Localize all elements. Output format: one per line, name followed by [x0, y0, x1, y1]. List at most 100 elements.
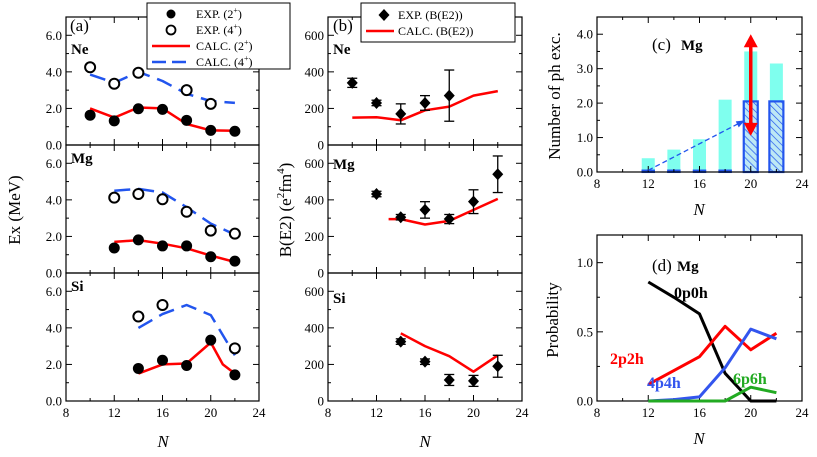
y-tick-label: 1.0 — [577, 255, 593, 270]
exp-4plus-point — [132, 66, 145, 79]
calc-2plus-line — [137, 341, 236, 375]
text-span: fm — [276, 174, 295, 193]
x-tick-label: 20 — [467, 405, 480, 420]
exp-4plus-point — [204, 97, 217, 110]
text-span: + — [244, 38, 249, 47]
y-tick-label: 0 — [318, 138, 325, 153]
x-tick-label: 8 — [594, 405, 601, 420]
prob-line-6p6h — [648, 385, 777, 403]
legend-marker — [165, 24, 177, 36]
exp-be2-point — [468, 195, 479, 208]
x-axis-label: N — [692, 429, 706, 448]
dashed-arrow-head — [735, 120, 745, 128]
x-tick-label: 24 — [516, 405, 530, 420]
text-span: 4 — [275, 168, 287, 174]
exp-2plus-point — [84, 109, 96, 121]
panel-label: (a) — [70, 16, 89, 35]
y-tick-label: 0.0 — [577, 394, 593, 409]
x-tick-label: 24 — [253, 405, 267, 420]
exp-be2-point — [395, 107, 407, 120]
x-axis-label: N — [156, 432, 170, 451]
y-tick-label: 6.0 — [46, 284, 62, 299]
legend-label: EXP. (2+) — [196, 6, 242, 21]
x-tick-label: 16 — [693, 405, 707, 420]
panel-label: (c) — [652, 35, 671, 54]
exp-4plus-point — [180, 84, 193, 97]
plot-frame — [65, 144, 260, 274]
exp-2plus-point — [108, 242, 120, 254]
exp-2plus-point — [229, 125, 241, 137]
exp-4plus-point — [228, 227, 241, 240]
text-span: + — [233, 22, 238, 31]
exp-4plus-point — [132, 188, 145, 201]
calc-2plus-line — [114, 238, 236, 264]
text-span: + — [233, 6, 238, 15]
exp-4plus-point — [204, 224, 217, 237]
y-tick-label: 4.0 — [46, 64, 62, 79]
x-tick-label: 20 — [204, 405, 217, 420]
plot-frame — [596, 234, 803, 402]
x-tick-label: 12 — [642, 405, 655, 420]
text-span: + — [244, 54, 249, 63]
exp-2plus-point — [108, 115, 120, 127]
exp-4plus-point — [228, 342, 241, 355]
x-tick-label: 12 — [642, 176, 655, 191]
exp-2plus-point — [157, 354, 168, 366]
y-tick-label: 2.0 — [46, 229, 62, 244]
element-label: Ne — [71, 42, 89, 58]
exp-be2-point — [492, 168, 504, 181]
exp-be2-point — [395, 211, 407, 224]
y-tick-label: 400 — [305, 64, 325, 79]
exp-be2-point — [395, 335, 407, 348]
element-label: Mg — [71, 151, 93, 167]
y-tick-label: 0 — [318, 394, 325, 409]
x-tick-label: 20 — [744, 176, 757, 191]
exp-4plus-point — [156, 193, 169, 206]
y-tick-label: 200 — [305, 357, 325, 372]
x-tick-label: 8 — [325, 405, 332, 420]
text-span: ) — [249, 39, 253, 53]
exp-4plus-point — [156, 299, 169, 311]
x-tick-label: 12 — [370, 405, 383, 420]
legend-box — [360, 2, 516, 43]
x-tick-label: 8 — [594, 176, 601, 191]
exp-be2-point — [419, 203, 431, 216]
plot-frame — [327, 272, 523, 402]
bar-total — [667, 149, 681, 172]
exp-be2-point — [468, 374, 479, 387]
legend-marker — [166, 9, 176, 19]
exp-be2-point — [419, 355, 431, 368]
legend-label: CALC. (2+) — [196, 38, 253, 53]
x-axis-label: N — [418, 432, 432, 451]
text-span: ) — [238, 7, 242, 21]
y-axis-label: B(E2) (e2fm4) — [275, 163, 295, 258]
text-span: CALC. (4 — [196, 55, 244, 69]
legend-label: CALC. (4+) — [196, 54, 253, 69]
double-arrow-head-down — [743, 122, 758, 136]
exp-2plus-point — [181, 114, 193, 126]
series-label-0p0h: 0p0h — [674, 285, 708, 302]
y-tick-label: 0 — [318, 266, 325, 281]
dashed-arrow — [647, 119, 746, 171]
x-tick-label: 20 — [744, 405, 757, 420]
element-label: Mg — [677, 259, 699, 275]
x-tick-label: 12 — [108, 405, 121, 420]
y-tick-label: 4.0 — [577, 27, 593, 42]
exp-2plus-point — [132, 234, 144, 246]
y-tick-label: 4.0 — [46, 320, 62, 335]
element-label: Mg — [333, 157, 355, 173]
y-tick-label: 600 — [305, 284, 325, 299]
element-label: Si — [333, 291, 346, 307]
bar-neutron — [768, 100, 785, 174]
exp-be2-point — [346, 76, 358, 89]
x-tick-label: 16 — [156, 405, 170, 420]
exp-2plus-point — [132, 362, 144, 374]
y-tick-label: 6.0 — [46, 28, 62, 43]
y-tick-label: 400 — [305, 320, 325, 335]
series-label-4p4h: 4p4h — [647, 375, 681, 392]
exp-2plus-point — [157, 240, 168, 252]
exp-2plus-point — [205, 251, 217, 263]
y-tick-label: 6.0 — [46, 156, 62, 171]
y-axis-label: Probability — [543, 282, 562, 358]
